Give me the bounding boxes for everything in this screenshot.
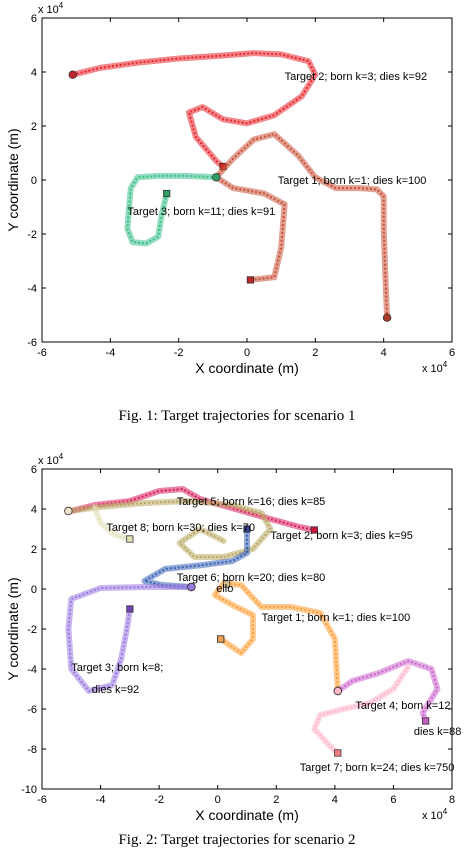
series-2-start-marker (64, 506, 73, 516)
y-tick-label: 0 (31, 584, 37, 596)
y-tick-label: -4 (27, 283, 37, 295)
x-tick-label: -4 (96, 794, 106, 806)
x-tick-label: 8 (449, 794, 455, 806)
y-tick-label: 0 (31, 175, 37, 187)
series-3-trajectory-markers (93, 506, 131, 540)
y-axis-label: Y coordinate (m) (5, 128, 21, 231)
series-8-trajectory-markers (313, 666, 409, 754)
series-6-trajectory-markers (67, 586, 192, 692)
annotation-7: dies k=92 (92, 684, 139, 696)
x-tick-label: 2 (273, 794, 279, 806)
series-1-start-marker (68, 70, 77, 79)
annotation-8: Target 4; born k=12; (355, 700, 453, 712)
x-tick-label: 2 (312, 347, 318, 359)
annotation-10: Target 7; born k=24; dies k=750 (300, 762, 455, 774)
y-tick-label: -8 (27, 744, 37, 756)
annotation-2: Target 8; born k=30; dies k=70 (106, 522, 255, 534)
y-tick-label: 4 (31, 67, 37, 79)
series-4-end-marker (243, 525, 251, 533)
y-tick-label: 4 (31, 504, 37, 516)
y-axis-label: Y coordinate (m) (5, 577, 21, 680)
annotation-3: Target 3; born k=11; dies k=91 (127, 206, 275, 218)
x-tick-label: 4 (332, 794, 338, 806)
series-2-end-marker (246, 276, 255, 284)
x-tick-label: 6 (390, 794, 396, 806)
series-1-end-marker (310, 526, 318, 534)
x-tick-label: 4 (381, 347, 387, 359)
series-2-trajectory-markers (215, 133, 389, 318)
series-3-trajectory-markers (126, 174, 217, 245)
series-3-end-marker (126, 535, 134, 543)
y-tick-label: -6 (27, 704, 37, 716)
y-exponent-power: 4 (59, 1, 64, 10)
y-tick-label: -10 (21, 784, 37, 796)
annotation-9: dies k=88 (414, 726, 461, 738)
x-exponent-label: x 104 (422, 360, 448, 375)
annotation-3: Target 2; born k=3; dies k=95 (270, 530, 412, 542)
annotation-5: Target 1; born k=1; dies k=100 (262, 612, 411, 624)
x-tick-label: 0 (244, 347, 250, 359)
x-exponent-power: 4 (443, 807, 448, 816)
series-2-trajectory-markers (68, 500, 272, 558)
x-axis-label: X coordinate (m) (195, 807, 298, 823)
series-8-end-marker (334, 749, 342, 757)
x-exponent-power: 4 (443, 360, 448, 369)
y-tick-label: -2 (27, 624, 37, 636)
y-tick-label: 2 (31, 544, 37, 556)
y-tick-label: 2 (31, 121, 37, 133)
annotation-6: Target 3; born k=8; (71, 662, 163, 674)
x-tick-label: -2 (154, 794, 164, 806)
end-marker-extra-1 (222, 580, 231, 588)
x-tick-label: -6 (37, 347, 47, 359)
series-3-end-marker (163, 189, 171, 198)
series-1-trajectory-markers (72, 52, 317, 168)
plot-frame (41, 468, 453, 790)
y-exponent-label: x 104 (38, 1, 64, 16)
x-tick-label: 0 (215, 794, 221, 806)
figure-1-caption: Fig. 1: Target trajectories for scenario… (118, 408, 356, 424)
y-tick-label: 6 (31, 464, 37, 476)
annotation-2: Target 1; born k=1; dies k=100 (278, 175, 427, 187)
series-3-start-marker (212, 173, 221, 182)
annotation-11: ello (216, 583, 233, 595)
series-2-start-marker (382, 313, 392, 322)
annotation-1: Target 5; born k=16; dies k=85 (177, 496, 326, 508)
series-7-start-marker (333, 686, 342, 696)
annotation-4: Target 6; born k=20; dies k=80 (177, 572, 326, 584)
y-tick-label: -6 (27, 337, 37, 349)
series-5-trajectory-markers (213, 582, 339, 692)
annotation-1: Target 2; born k=3; dies k=92 (285, 71, 427, 83)
x-tick-label: -4 (105, 347, 115, 359)
y-tick-label: 6 (31, 13, 37, 25)
series-7-end-marker (422, 717, 430, 725)
y-tick-label: -4 (27, 664, 37, 676)
end-marker-extra-2 (217, 635, 225, 643)
y-exponent-label: x 104 (38, 452, 64, 467)
x-tick-label: -2 (174, 347, 184, 359)
series-6-end-marker (126, 605, 134, 613)
y-exponent-power: 4 (59, 452, 64, 461)
x-tick-label: -6 (37, 794, 47, 806)
series-7-trajectory-markers (337, 660, 439, 722)
x-axis-label: X coordinate (m) (195, 360, 298, 376)
y-tick-label: -2 (27, 229, 37, 241)
x-exponent-label: x 104 (422, 807, 448, 822)
series-6-start-marker (187, 582, 196, 592)
figure-2-caption: Fig. 2: Target trajectories for scenario… (118, 832, 356, 848)
x-tick-label: 6 (449, 347, 455, 359)
